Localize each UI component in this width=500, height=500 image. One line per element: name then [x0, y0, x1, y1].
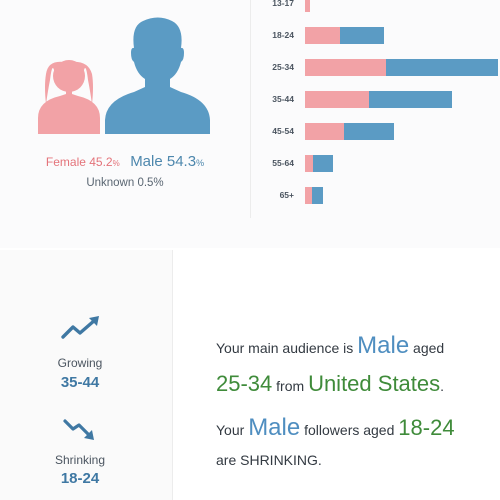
female-age-bar — [305, 123, 344, 140]
female-age-bar — [305, 59, 386, 76]
trend-up-icon — [61, 316, 99, 339]
growing-label: Growing — [57, 356, 103, 370]
gender-summary: Female 45.2% Male 54.3% — [0, 153, 250, 171]
summary-highlight-country: United States — [308, 371, 441, 396]
summary-text: . — [440, 378, 445, 394]
male-age-bar — [340, 27, 385, 44]
growing-age-value: 35-44 — [60, 374, 100, 391]
trend-down-icon — [63, 419, 94, 440]
summary-highlight-gender: Male — [248, 414, 301, 441]
summary-line-4: are SHRINKING. — [216, 452, 322, 468]
panel-divider — [172, 250, 173, 500]
age-distribution-chart: 13-17 18-24 25-34 35-44 45-54 55-64 65+ — [0, 0, 500, 220]
male-age-bar — [368, 91, 453, 108]
gender-silhouettes — [38, 17, 210, 134]
summary-line-3: Your Male followers aged 18-24 — [216, 414, 455, 442]
female-age-bar — [305, 91, 369, 108]
age-category-label: 45-54 — [272, 126, 294, 136]
summary-text: aged — [409, 340, 445, 356]
trends-panel — [0, 250, 172, 500]
age-category-label: 25-34 — [272, 62, 294, 72]
age-category-label: 55-64 — [272, 158, 294, 168]
summary-text: followers aged — [300, 422, 399, 438]
female-pct-sign: % — [112, 159, 120, 168]
unknown-stat: Unknown 0.5% — [86, 177, 164, 189]
male-age-bar — [343, 123, 394, 140]
female-age-bar — [305, 187, 312, 204]
shrinking-label: Shrinking — [54, 453, 106, 467]
male-age-bar — [311, 187, 323, 204]
shrinking-age-value: 18-24 — [60, 470, 100, 487]
summary-text: from — [272, 378, 309, 394]
male-value: 54.3 — [166, 153, 197, 170]
summary-line-1: Your main audience is Male aged — [216, 332, 444, 360]
age-category-label: 18-24 — [272, 30, 294, 40]
age-category-label: 35-44 — [272, 94, 294, 104]
summary-panel — [173, 250, 500, 500]
female-age-bar — [305, 27, 341, 44]
male-stat: Male 54.3% — [130, 153, 204, 170]
summary-text: Your — [216, 422, 249, 438]
male-pct-sign: % — [196, 158, 205, 168]
summary-line-2: 25-34 from United States. — [216, 371, 444, 397]
age-category-label: 65+ — [279, 190, 294, 200]
female-age-bar — [305, 0, 310, 12]
male-age-bar — [385, 59, 499, 76]
male-age-bar — [312, 155, 334, 172]
female-age-bar — [305, 155, 313, 172]
age-category-label: 13-17 — [272, 0, 294, 8]
panel-divider — [250, 0, 251, 218]
summary-highlight-age: 25-34 — [216, 371, 273, 396]
male-label: Male — [130, 153, 163, 170]
female-silhouette-icon — [38, 60, 100, 134]
summary-highlight-age: 18-24 — [398, 415, 455, 440]
male-silhouette-icon — [105, 17, 210, 134]
summary-highlight-gender: Male — [357, 332, 410, 359]
female-label: Female — [45, 155, 86, 169]
female-value: 45.2 — [89, 155, 113, 169]
summary-text: Your main audience is — [216, 340, 358, 356]
female-stat: Female 45.2% — [46, 155, 120, 169]
